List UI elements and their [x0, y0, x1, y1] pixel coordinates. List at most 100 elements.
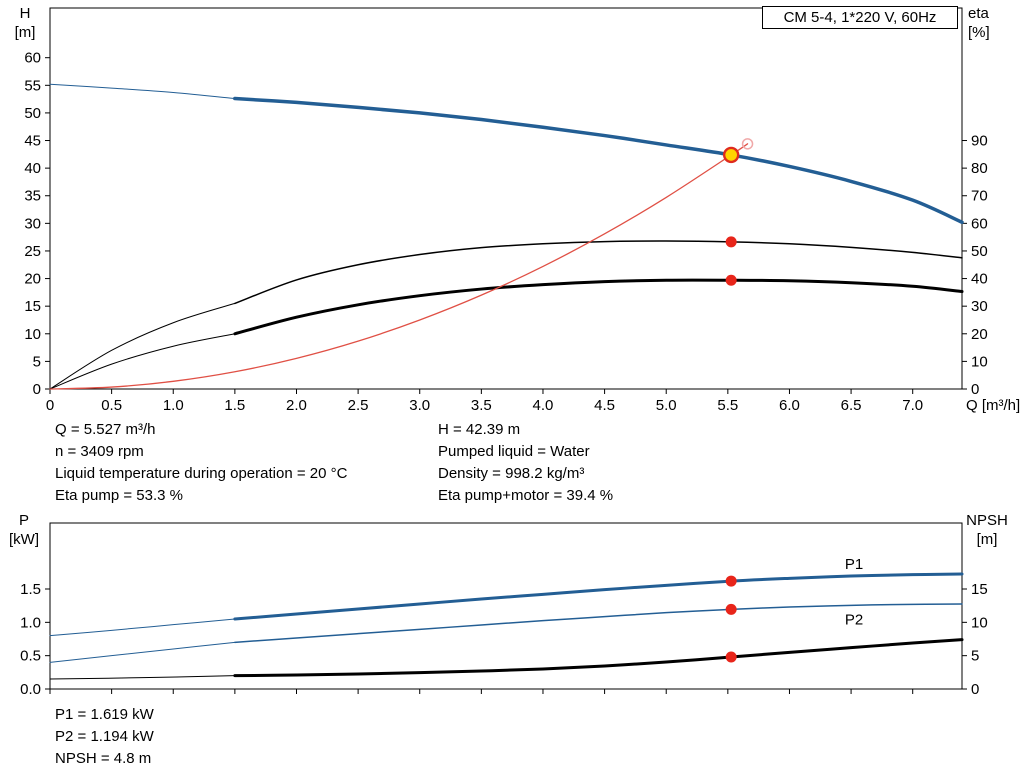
eta-pump-motor-point: [725, 274, 737, 286]
p1-point: [725, 575, 737, 587]
q-value: Q = 5.527 m³/h: [55, 421, 156, 438]
right-tick-label: 0: [971, 681, 979, 698]
operating-point-marker[interactable]: [722, 146, 740, 164]
duty-info-right: H = 42.39 m Pumped liquid = Water Densit…: [438, 419, 613, 507]
left-tick-label: 15: [24, 298, 41, 315]
eta-axis-unit: [%]: [968, 24, 990, 41]
x-tick-label: 0.5: [101, 397, 122, 414]
right-tick-label: 15: [971, 581, 988, 598]
right-tick-label: 5: [971, 648, 979, 665]
plot-border: [49, 522, 963, 690]
x-tick-label: 5.5: [717, 397, 738, 414]
left-tick-label: 0.0: [20, 681, 41, 698]
p2-point: [725, 603, 737, 615]
x-tick-label: 5.0: [656, 397, 677, 414]
npsh-value: NPSH = 4.8 m: [55, 750, 152, 767]
npsh-extension: [49, 675, 236, 680]
pumped-liquid-value: Pumped liquid = Water: [438, 443, 590, 460]
p1-label: P1: [845, 556, 863, 573]
left-tick-label: 25: [24, 243, 41, 260]
left-tick-label: 0.5: [20, 648, 41, 665]
right-tick-label: 30: [971, 298, 988, 315]
liquid-temperature-value: Liquid temperature during operation = 20…: [55, 465, 348, 482]
p1-extension: [49, 618, 236, 637]
density-value: Density = 998.2 kg/m³: [438, 465, 585, 482]
left-tick-label: 10: [24, 326, 41, 343]
plot-border: [49, 7, 963, 390]
x-tick-label: 3.0: [409, 397, 430, 414]
left-tick-label: 5: [33, 353, 41, 370]
eta-pump-motor-extension: [49, 333, 236, 390]
power-npsh-chart: 0.0 0.5 1.0 1.5 0 5 10 15 P1 P2: [20, 522, 988, 698]
right-tick-label: 40: [971, 271, 988, 288]
eta-axis-symbol: eta: [968, 5, 989, 22]
p2-value: P2 = 1.194 kW: [55, 728, 154, 745]
npsh-axis-unit: [m]: [976, 531, 998, 548]
right-tick-label: 90: [971, 133, 988, 150]
duty-info-left: Q = 5.527 m³/h n = 3409 rpm Liquid tempe…: [55, 419, 347, 507]
pump-model-label: CM 5-4, 1*220 V, 60Hz: [783, 9, 937, 26]
left-tick-label: 1.0: [20, 614, 41, 631]
left-tick-label: 1.5: [20, 581, 41, 598]
x-tick-label: 2.5: [348, 397, 369, 414]
left-tick-label: 45: [24, 133, 41, 150]
h-axis-title: H [m]: [4, 4, 46, 42]
x-tick-label: 2.0: [286, 397, 307, 414]
x-tick-label: 1.5: [224, 397, 245, 414]
eta-pump-motor-value: Eta pump+motor = 39.4 %: [438, 487, 614, 504]
qh-curve-extension: [49, 83, 236, 100]
right-tick-label: 20: [971, 326, 988, 343]
qh-curve: [233, 96, 964, 224]
right-tick-label: 10: [971, 614, 988, 631]
x-tick-label: 0: [46, 397, 54, 414]
p2-label: P2: [845, 611, 863, 628]
right-tick-label: 0: [971, 381, 979, 398]
x-tick-label: 4.0: [533, 397, 554, 414]
right-tick-label: 50: [971, 243, 988, 260]
h-axis-symbol: H: [19, 5, 31, 22]
eta-axis-title: eta [%]: [968, 4, 1016, 42]
speed-value: n = 3409 rpm: [55, 443, 144, 460]
eta-pump-curve: [234, 240, 963, 305]
x-tick-label: 1.0: [163, 397, 184, 414]
right-tick-label: 60: [971, 215, 988, 232]
x-tick-label: 3.5: [471, 397, 492, 414]
rated-point-marker: [741, 138, 754, 150]
p2-curve: [234, 603, 963, 644]
p2-extension: [49, 641, 236, 663]
left-tick-label: 50: [24, 105, 41, 122]
right-tick-label: 70: [971, 188, 988, 205]
eta-pump-extension: [49, 302, 236, 390]
power-info: P1 = 1.619 kW P2 = 1.194 kW NPSH = 4.8 m: [55, 704, 154, 770]
system-curve: [49, 143, 749, 390]
left-tick-label: 60: [24, 50, 41, 67]
npsh-axis-symbol: NPSH: [966, 512, 1008, 529]
left-tick-label: 0: [33, 381, 41, 398]
p1-value: P1 = 1.619 kW: [55, 706, 154, 723]
p1-curve: [233, 572, 964, 621]
p-axis-symbol: P: [18, 512, 29, 529]
p-axis-unit: [kW]: [9, 531, 39, 548]
npsh-curve: [233, 638, 964, 678]
left-tick-label: 35: [24, 188, 41, 205]
x-tick-label: 6.0: [779, 397, 800, 414]
x-tick-label: 4.5: [594, 397, 615, 414]
right-tick-label: 10: [971, 353, 988, 370]
eta-pump-value: Eta pump = 53.3 %: [55, 487, 183, 504]
x-tick-label: 6.5: [841, 397, 862, 414]
pump-model-box: CM 5-4, 1*220 V, 60Hz: [762, 6, 958, 29]
right-tick-label: 80: [971, 160, 988, 177]
h-axis-unit: [m]: [14, 24, 36, 41]
npsh-point: [725, 651, 737, 663]
eta-pump-point: [725, 236, 737, 248]
left-tick-label: 30: [24, 215, 41, 232]
npsh-axis-title: NPSH [m]: [960, 511, 1014, 549]
p-axis-title: P [kW]: [2, 511, 46, 549]
left-tick-label: 40: [24, 160, 41, 177]
h-value: H = 42.39 m: [438, 421, 521, 438]
q-axis-title: Q [m³/h]: [966, 397, 1021, 414]
h-q-chart: 0 0.5 1.0 1.5 2.0 2.5 3.0 3.5 4.0 4.5 5.0 5.5 6.0 6.5…: [24, 7, 988, 414]
x-tick-label: 7.0: [902, 397, 923, 414]
left-tick-label: 20: [24, 271, 41, 288]
